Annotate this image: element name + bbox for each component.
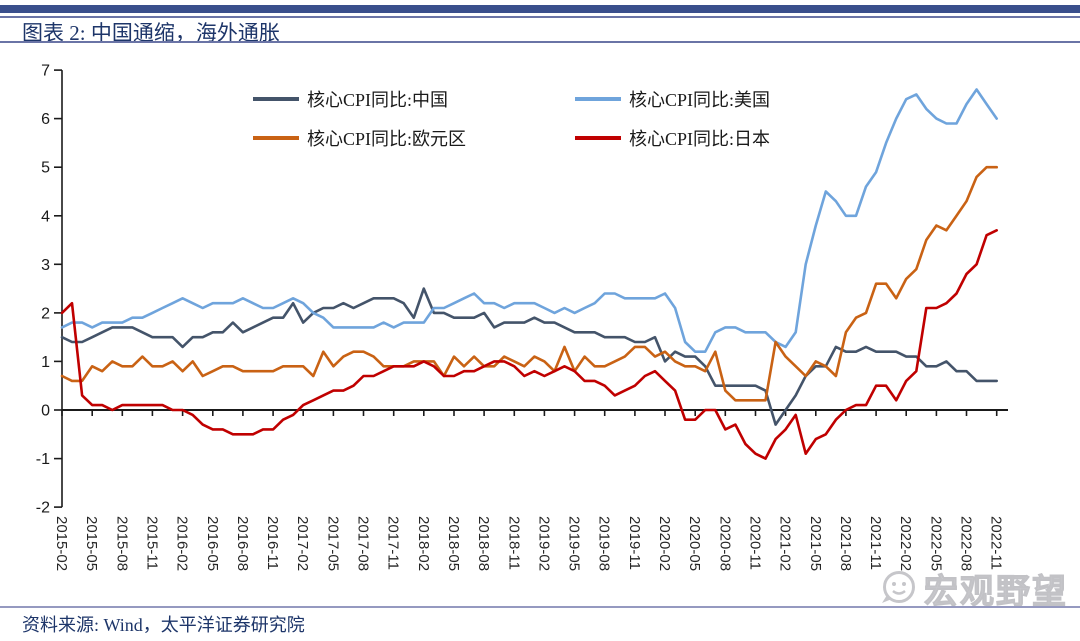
series-line-核心CPI同比:美国 bbox=[60, 88, 999, 354]
x-tick-label: 2020-05 bbox=[686, 516, 703, 571]
x-tick-label: 2017-11 bbox=[385, 516, 402, 570]
x-tick-label: 2019-11 bbox=[626, 516, 643, 570]
x-tick-label: 2020-08 bbox=[716, 516, 733, 571]
x-tick-label: 2015-08 bbox=[113, 516, 130, 571]
y-tick-label: 0 bbox=[41, 403, 50, 420]
legend-swatch bbox=[253, 136, 299, 140]
series-line-核心CPI同比:日本 bbox=[60, 229, 999, 460]
watermark-text: 宏观野望 bbox=[924, 573, 1068, 612]
y-tick-label: 3 bbox=[41, 257, 50, 274]
x-tick-label: 2020-02 bbox=[656, 516, 673, 571]
watermark: 宏观野望 bbox=[876, 564, 1068, 613]
legend-item-核心CPI同比:日本: 核心CPI同比:日本 bbox=[575, 125, 770, 151]
legend-swatch bbox=[253, 97, 299, 101]
x-tick-label: 2022-11 bbox=[988, 516, 1005, 570]
legend-item-核心CPI同比:中国: 核心CPI同比:中国 bbox=[253, 86, 575, 112]
y-tick-labels: 7 6 5 4 3 2 1 0 -1 -2 bbox=[36, 63, 50, 517]
y-tick-label: 5 bbox=[41, 160, 50, 177]
y-tick-label: 1 bbox=[41, 354, 50, 371]
x-tick-label: 2018-08 bbox=[475, 516, 492, 571]
x-tick-label: 2019-02 bbox=[535, 516, 552, 571]
x-tick-label: 2017-02 bbox=[294, 516, 311, 571]
header-rule-top bbox=[0, 16, 1080, 18]
x-tick-label: 2015-02 bbox=[53, 516, 70, 571]
x-tick-label: 2021-11 bbox=[867, 516, 884, 570]
x-tick-label: 2021-08 bbox=[837, 516, 854, 571]
x-tick-label: 2021-05 bbox=[807, 516, 824, 571]
x-tick-label: 2015-11 bbox=[143, 516, 160, 570]
legend-swatch bbox=[575, 136, 621, 140]
legend-label: 核心CPI同比:日本 bbox=[629, 129, 771, 149]
legend-label: 核心CPI同比:欧元区 bbox=[307, 129, 467, 149]
source-text: 资料来源: Wind，太平洋证券研究院 bbox=[22, 615, 305, 635]
series-line-核心CPI同比:欧元区 bbox=[60, 165, 999, 402]
x-tick-label: 2022-08 bbox=[958, 516, 975, 571]
x-tick-label: 2022-05 bbox=[927, 516, 944, 571]
y-tick-label: 7 bbox=[41, 63, 50, 80]
x-tick-label: 2020-11 bbox=[747, 516, 764, 570]
axes bbox=[54, 69, 1008, 508]
legend-item-核心CPI同比:美国: 核心CPI同比:美国 bbox=[575, 86, 770, 112]
footer-rule bbox=[0, 606, 1080, 608]
x-tick-label: 2018-02 bbox=[415, 516, 432, 571]
x-tick-label: 2016-11 bbox=[264, 516, 281, 570]
legend-swatch bbox=[575, 97, 621, 101]
header-rule-bottom bbox=[0, 41, 1080, 43]
y-tick-label: -1 bbox=[36, 451, 50, 468]
legend-label: 核心CPI同比:中国 bbox=[307, 90, 449, 110]
y-tick-label: 2 bbox=[41, 305, 50, 322]
x-tick-label: 2016-02 bbox=[174, 516, 191, 571]
x-tick-label: 2016-05 bbox=[204, 516, 221, 571]
x-tick-label: 2018-05 bbox=[445, 516, 462, 571]
x-tick-label: 2015-05 bbox=[83, 516, 100, 571]
chart-legend: 核心CPI同比:中国 核心CPI同比:美国核心CPI同比:欧元区 核心CPI同比:日… bbox=[253, 86, 770, 151]
x-tick-labels: 2015-02 2015-05 2015-08 2015-11 2016-02 2016-… bbox=[53, 516, 1005, 571]
x-tick-label: 2017-05 bbox=[324, 516, 341, 571]
header-accent-bar bbox=[0, 5, 1080, 13]
x-tick-label: 2017-08 bbox=[355, 516, 372, 571]
wechat-face-icon bbox=[882, 570, 915, 603]
series-lines bbox=[60, 88, 999, 460]
x-tick-label: 2019-08 bbox=[596, 516, 613, 571]
x-tick-label: 2022-02 bbox=[897, 516, 914, 571]
y-tick-label: 6 bbox=[41, 111, 50, 128]
x-tick-label: 2016-08 bbox=[234, 516, 251, 571]
x-tick-label: 2019-05 bbox=[566, 516, 583, 571]
y-tick-label: 4 bbox=[41, 208, 50, 225]
legend-label: 核心CPI同比:美国 bbox=[629, 90, 771, 110]
legend-item-核心CPI同比:欧元区: 核心CPI同比:欧元区 bbox=[253, 125, 575, 151]
y-tick-label: -2 bbox=[36, 500, 50, 517]
x-tick-label: 2018-11 bbox=[505, 516, 522, 570]
x-tick-label: 2021-02 bbox=[777, 516, 794, 571]
